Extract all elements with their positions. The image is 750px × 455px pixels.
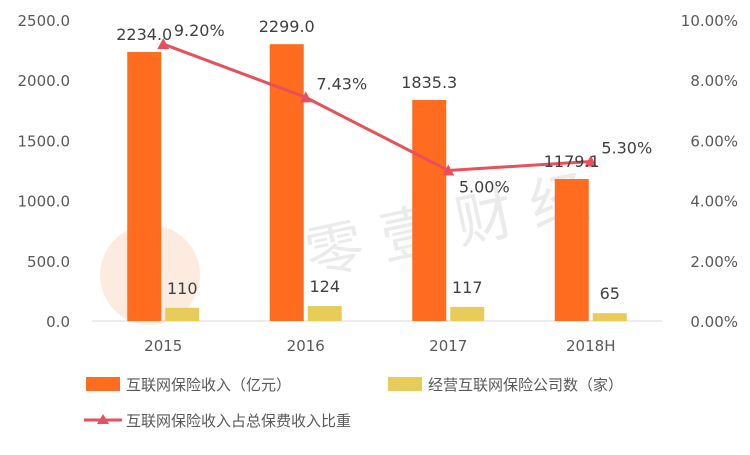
bar-revenue <box>412 100 447 321</box>
bar-company-count <box>450 306 485 321</box>
line-share-value-label: 9.20% <box>174 21 225 40</box>
legend-label-revenue: 互联网保险收入（亿元） <box>126 376 291 394</box>
line-share-marker <box>442 164 455 176</box>
x-tick-label: 2016 <box>287 337 325 355</box>
bar-company-count-value-label: 117 <box>452 278 483 297</box>
x-tick-label: 2018H <box>566 337 615 355</box>
bar-company-count-value-label: 65 <box>600 284 620 303</box>
svg-text:零 壹 财 经: 零 壹 财 经 <box>299 163 594 289</box>
watermark-logo: 零 壹 财 经 <box>100 163 594 325</box>
line-share-value-label: 7.43% <box>316 74 367 93</box>
bar-company-count <box>307 306 342 321</box>
legend-swatch-company-count <box>388 377 422 391</box>
x-tick-label: 2017 <box>429 337 467 355</box>
bar-company-count <box>165 307 200 321</box>
bar-revenue-value-label: 2299.0 <box>259 17 315 36</box>
bar-revenue <box>554 179 589 321</box>
y-left-tick-label: 500.0 <box>27 253 70 271</box>
y-left-tick-label: 2500.0 <box>18 12 71 30</box>
bar-revenue <box>127 52 162 322</box>
bar-company-count-value-label: 110 <box>167 279 198 298</box>
y-right-tick-label: 4.00% <box>690 193 738 211</box>
y-left-tick-label: 2000.0 <box>18 72 71 90</box>
legend-label-share: 互联网保险收入占总保费收入比重 <box>126 412 351 430</box>
line-share-value-label: 5.30% <box>601 138 652 157</box>
bar-revenue-value-label: 1835.3 <box>401 73 457 92</box>
x-tick-label: 2015 <box>144 337 182 355</box>
line-share-marker <box>584 155 597 167</box>
y-left-tick-label: 0.0 <box>46 313 70 331</box>
y-right-tick-label: 0.00% <box>690 313 738 331</box>
legend-marker-share <box>97 414 109 424</box>
y-right-tick-label: 6.00% <box>690 132 738 150</box>
y-right-tick-label: 8.00% <box>690 72 738 90</box>
y-left-tick-label: 1000.0 <box>18 193 71 211</box>
line-share-marker <box>157 38 170 50</box>
bar-company-count-value-label: 124 <box>309 277 340 296</box>
bar-revenue-value-label: 2234.0 <box>116 25 172 44</box>
line-share-marker <box>299 91 312 103</box>
y-right-tick-label: 2.00% <box>690 253 738 271</box>
line-share <box>162 42 591 173</box>
bar-company-count <box>592 313 627 321</box>
y-right-tick-label: 10.00% <box>681 12 738 30</box>
line-share-value-label: 5.00% <box>459 178 510 197</box>
y-left-tick-label: 1500.0 <box>18 132 71 150</box>
legend-label-company-count: 经营互联网保险公司数（家） <box>428 376 623 394</box>
bar-revenue-value-label: 1179.1 <box>544 152 600 171</box>
legend-swatch-revenue <box>86 377 120 391</box>
